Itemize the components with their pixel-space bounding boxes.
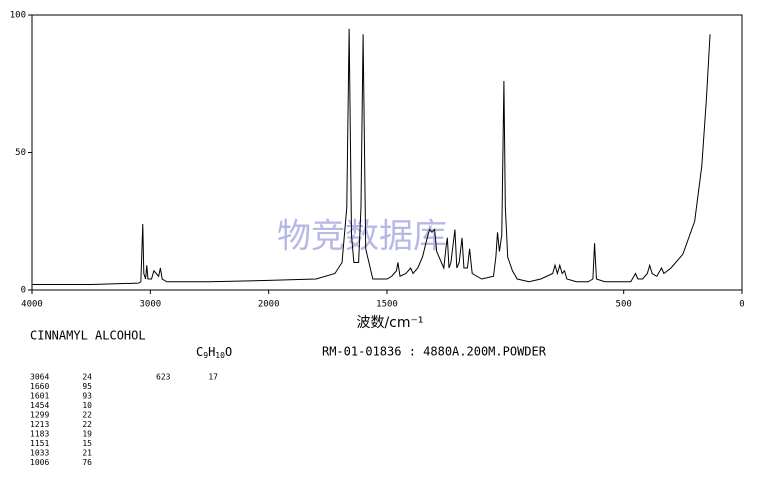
formula-part: 10 <box>215 351 225 360</box>
peak-wavenumber: 1033 <box>30 449 49 458</box>
peak-wavenumber: 3064 <box>30 373 49 382</box>
peak-wavenumber: 1601 <box>30 392 49 401</box>
y-tick-label: 0 <box>21 286 26 296</box>
x-tick-label: 0 <box>739 300 744 310</box>
y-tick-label: 100 <box>10 11 26 21</box>
formula-part: 9 <box>203 351 208 360</box>
formula: C9H10O <box>196 345 232 360</box>
compound-name: CINNAMYL ALCOHOL <box>30 329 146 343</box>
x-tick-label: 2000 <box>258 300 280 310</box>
peak-intensity: 22 <box>82 411 92 420</box>
peak-wavenumber: 1183 <box>30 430 49 439</box>
formula-part: H <box>208 345 215 359</box>
watermark: 物竞数据库 <box>277 217 447 257</box>
x-tick-label: 3000 <box>139 300 161 310</box>
sample-info: RM-01-01836 : 4880A.200M.POWDER <box>322 345 547 359</box>
peak-wavenumber: 1660 <box>30 382 49 391</box>
peak-intensity: 15 <box>82 439 92 448</box>
x-tick-label: 500 <box>616 300 632 310</box>
spectrum-line <box>32 28 711 285</box>
x-tick-label: 4000 <box>21 300 43 310</box>
peak-wavenumber: 1454 <box>30 401 49 410</box>
peak-wavenumber: 1299 <box>30 411 49 420</box>
peak-intensity: 19 <box>82 430 92 439</box>
peak-wavenumber: 1213 <box>30 420 49 429</box>
y-tick-label: 50 <box>15 148 26 158</box>
peak-wavenumber: 1006 <box>30 458 49 467</box>
peak-wavenumber: 1151 <box>30 439 49 448</box>
peak-intensity: 22 <box>82 420 92 429</box>
x-tick-label: 1500 <box>376 300 398 310</box>
peak-intensity: 21 <box>82 449 92 458</box>
formula-part: C <box>196 345 203 359</box>
peak-intensity: 10 <box>82 401 92 410</box>
peak-wavenumber: 623 <box>156 373 171 382</box>
peak-intensity: 95 <box>82 382 92 391</box>
peak-intensity: 93 <box>82 392 92 401</box>
peak-intensity: 24 <box>82 373 92 382</box>
peak-intensity: 76 <box>82 458 92 467</box>
peak-intensity: 17 <box>208 373 218 382</box>
x-axis-label: 波数/cm⁻¹ <box>356 315 423 331</box>
formula-part: O <box>225 345 232 359</box>
